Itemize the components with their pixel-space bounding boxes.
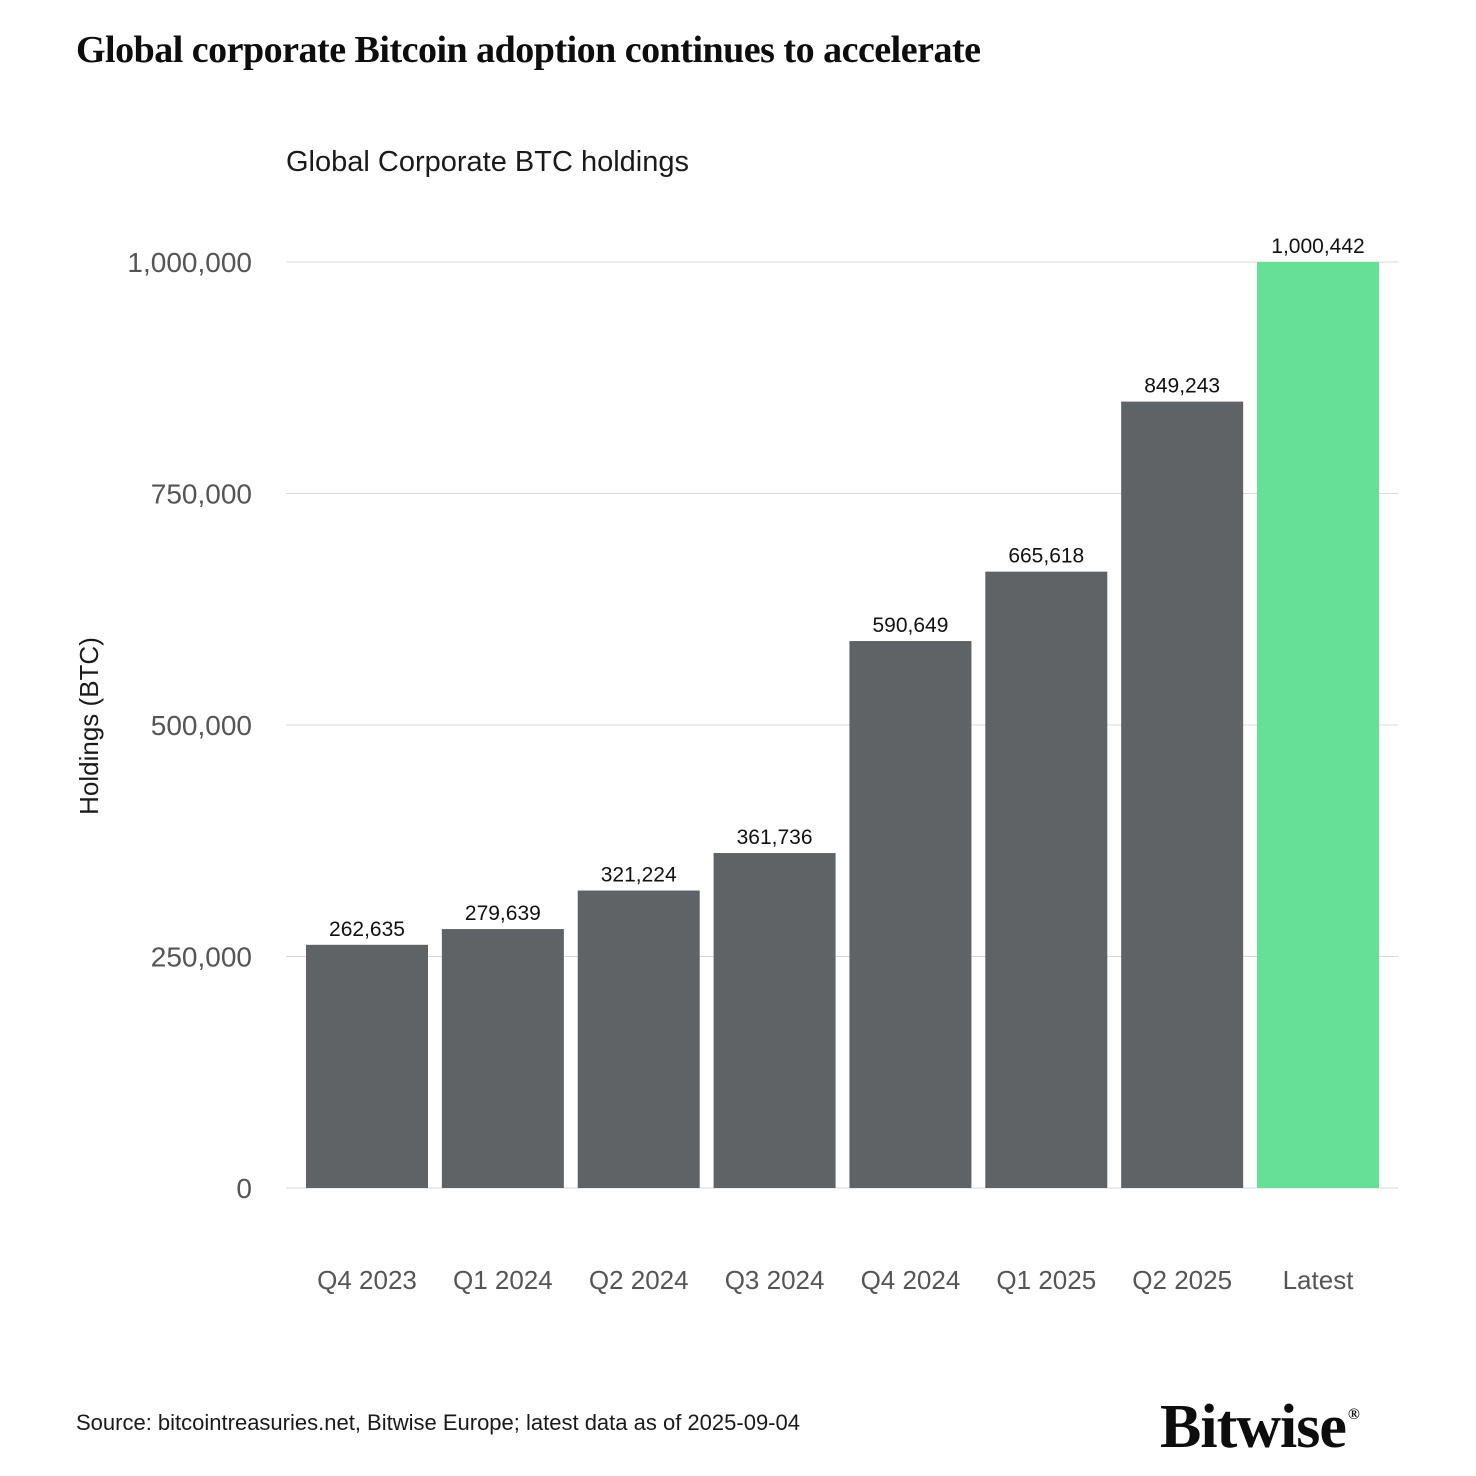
registered-mark: ® [1347, 1406, 1360, 1423]
y-tick-label: 250,000 [151, 942, 252, 973]
chart-title: Global Corporate BTC holdings [286, 146, 689, 178]
data-label: 1,000,442 [1271, 235, 1364, 258]
bitwise-logo: Bitwise ® [1160, 1392, 1360, 1463]
x-tick-label: Latest [1283, 1265, 1355, 1295]
bar-q1-2024 [441, 929, 564, 1188]
y-tick-label: 750,000 [151, 479, 252, 510]
data-label: 590,649 [872, 614, 948, 637]
y-axis-label: Holdings (BTC) [74, 637, 104, 815]
bar-q2-2024 [577, 890, 700, 1188]
headline: Global corporate Bitcoin adoption contin… [76, 29, 981, 71]
bar-q4-2023 [306, 944, 428, 1188]
bar-q2-2025 [1121, 401, 1244, 1189]
bar-q1-2025 [985, 571, 1108, 1188]
bar-q3-2024 [713, 853, 836, 1188]
source-note: Source: bitcointreasuries.net, Bitwise E… [76, 1410, 800, 1435]
data-label: 665,618 [1008, 545, 1084, 568]
y-tick-label: 500,000 [151, 710, 252, 741]
x-tick-label: Q2 2024 [589, 1265, 689, 1295]
data-label: 361,736 [737, 826, 813, 849]
x-tick-label: Q4 2024 [861, 1265, 961, 1295]
bar-q4-2024 [849, 641, 972, 1188]
bitwise-logo-text: Bitwise [1160, 1393, 1347, 1461]
x-tick-label: Q4 2023 [317, 1265, 417, 1295]
data-label: 849,243 [1144, 375, 1220, 398]
y-tick-label: 0 [236, 1173, 252, 1204]
x-tick-label: Q3 2024 [725, 1265, 825, 1295]
x-tick-label: Q1 2025 [996, 1265, 1096, 1295]
data-label: 321,224 [601, 864, 677, 887]
y-tick-label: 1,000,000 [127, 247, 252, 278]
data-label: 279,639 [465, 902, 541, 925]
bar-latest [1257, 262, 1380, 1188]
x-tick-label: Q2 2025 [1132, 1265, 1232, 1295]
data-label: 262,635 [329, 918, 405, 941]
x-tick-label: Q1 2024 [453, 1265, 553, 1295]
